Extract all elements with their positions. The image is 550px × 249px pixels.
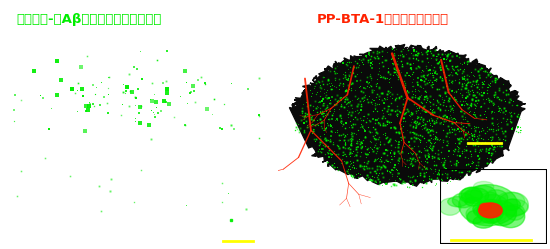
Ellipse shape xyxy=(459,185,518,226)
Ellipse shape xyxy=(477,199,504,223)
Ellipse shape xyxy=(497,192,529,217)
Polygon shape xyxy=(289,44,526,186)
Text: 後: 後 xyxy=(231,144,240,158)
Ellipse shape xyxy=(496,192,525,210)
Ellipse shape xyxy=(473,216,494,228)
Ellipse shape xyxy=(477,194,508,214)
Ellipse shape xyxy=(505,204,525,220)
Text: 前: 前 xyxy=(286,144,294,158)
Text: （ADモデルマウス大脳半球）: （ADモデルマウス大脳半球） xyxy=(289,224,379,235)
Ellipse shape xyxy=(504,199,520,210)
Ellipse shape xyxy=(479,206,507,223)
Ellipse shape xyxy=(470,186,496,203)
Ellipse shape xyxy=(487,200,503,209)
Ellipse shape xyxy=(485,209,500,223)
Ellipse shape xyxy=(477,205,493,219)
Ellipse shape xyxy=(480,203,491,210)
Ellipse shape xyxy=(461,187,482,202)
Ellipse shape xyxy=(474,204,498,219)
Ellipse shape xyxy=(496,205,525,228)
Ellipse shape xyxy=(473,201,503,217)
Text: 72週齢: 72週齢 xyxy=(289,204,317,214)
Text: 36週齢: 36週齢 xyxy=(11,208,40,218)
Ellipse shape xyxy=(487,201,516,226)
Ellipse shape xyxy=(467,211,483,224)
Ellipse shape xyxy=(466,205,495,223)
Text: PP-BTA-1（アミロイド斑）: PP-BTA-1（アミロイド斑） xyxy=(316,13,448,26)
Ellipse shape xyxy=(448,196,468,207)
Ellipse shape xyxy=(452,193,475,208)
Text: 蛍光標識-抗Aβ抗体（アミロイド斑）: 蛍光標識-抗Aβ抗体（アミロイド斑） xyxy=(16,13,162,26)
Ellipse shape xyxy=(439,198,461,215)
Text: （ADモデルマウス大脳半球）: （ADモデルマウス大脳半球） xyxy=(11,229,101,239)
Ellipse shape xyxy=(459,187,489,204)
Ellipse shape xyxy=(478,203,502,218)
Ellipse shape xyxy=(485,190,508,206)
Ellipse shape xyxy=(482,203,502,216)
Text: 後: 後 xyxy=(522,144,531,158)
Ellipse shape xyxy=(479,192,501,212)
Text: 前: 前 xyxy=(8,144,16,158)
Ellipse shape xyxy=(465,197,482,206)
Ellipse shape xyxy=(500,199,528,216)
Ellipse shape xyxy=(465,190,483,201)
Ellipse shape xyxy=(474,182,494,192)
